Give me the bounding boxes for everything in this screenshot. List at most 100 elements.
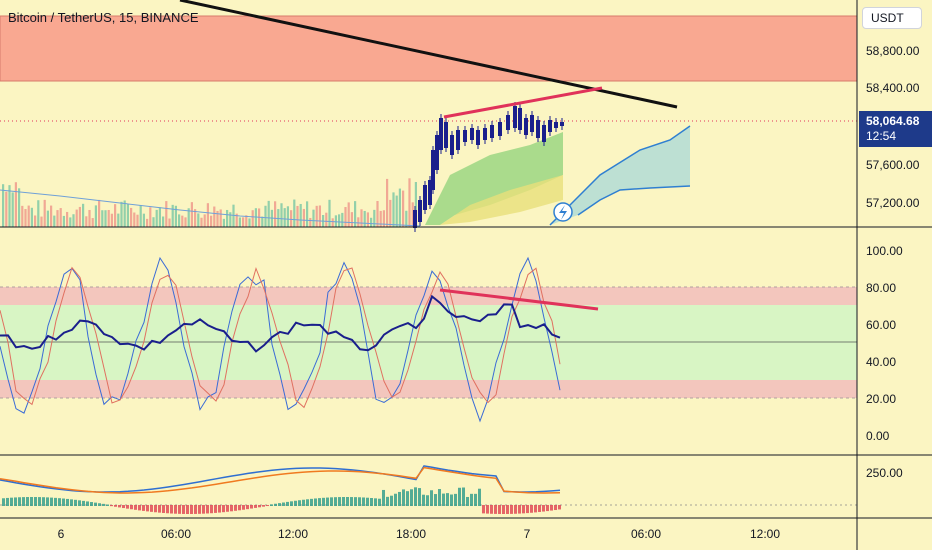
macd-histogram-bar bbox=[434, 494, 437, 506]
macd-histogram-bar bbox=[454, 493, 457, 506]
volume-bar bbox=[5, 191, 8, 227]
macd-histogram-bar bbox=[62, 498, 65, 506]
volume-bar bbox=[386, 178, 389, 227]
volume-bar bbox=[334, 215, 337, 227]
macd-label: 250.00 bbox=[866, 466, 903, 480]
macd-histogram-bar bbox=[130, 505, 133, 510]
volume-bar bbox=[194, 209, 197, 227]
volume-bar bbox=[139, 205, 142, 227]
projected-cloud bbox=[550, 126, 690, 225]
macd-histogram-bar bbox=[182, 505, 185, 514]
macd-histogram-bar bbox=[190, 505, 193, 514]
candle-body bbox=[530, 115, 534, 132]
macd-histogram-bar bbox=[90, 502, 93, 506]
macd-histogram-bar bbox=[478, 488, 481, 506]
macd-histogram-bar bbox=[350, 497, 353, 506]
macd-histogram-bar bbox=[426, 495, 429, 506]
volume-bar bbox=[245, 215, 248, 227]
macd-histogram-bar bbox=[306, 499, 309, 506]
volume-bar bbox=[190, 202, 193, 227]
macd-histogram-bar bbox=[374, 498, 377, 506]
macd-histogram-bar bbox=[486, 505, 489, 514]
macd-histogram-bar bbox=[202, 505, 205, 514]
volume-bar bbox=[50, 205, 53, 227]
volume-bar bbox=[264, 205, 267, 227]
macd-histogram-bar bbox=[438, 489, 441, 506]
macd-histogram-bar bbox=[310, 498, 313, 506]
currency-button[interactable]: USDT bbox=[862, 7, 922, 29]
macd-histogram-bar bbox=[358, 497, 361, 506]
macd-histogram-bar bbox=[270, 504, 273, 506]
volume-bar bbox=[251, 210, 254, 227]
volume-bar bbox=[318, 205, 321, 227]
macd-histogram-bar bbox=[34, 497, 37, 506]
macd-histogram-bar bbox=[110, 505, 113, 507]
volume-bar bbox=[123, 200, 126, 227]
macd-histogram-bar bbox=[330, 497, 333, 506]
macd-histogram-bar bbox=[250, 505, 253, 509]
supply-zone bbox=[0, 15, 858, 82]
volume-bar bbox=[126, 204, 129, 227]
macd-histogram-bar bbox=[414, 487, 417, 506]
candle-body bbox=[536, 120, 540, 138]
macd-histogram-bar bbox=[26, 497, 29, 506]
candle-body bbox=[554, 122, 558, 128]
stoch-k-line bbox=[0, 256, 561, 423]
price-label: 57,200.00 bbox=[866, 196, 920, 210]
volume-bar bbox=[168, 218, 171, 227]
signal-line bbox=[0, 466, 561, 494]
macd-histogram-bar bbox=[126, 505, 129, 509]
macd-histogram-bar bbox=[506, 505, 509, 514]
macd-histogram-bar bbox=[146, 505, 149, 512]
macd-histogram-bar bbox=[210, 505, 213, 514]
volume-bar bbox=[261, 216, 264, 227]
macd-histogram-bar bbox=[342, 497, 345, 506]
macd-histogram-bar bbox=[246, 505, 249, 510]
oscillator-pane[interactable] bbox=[0, 256, 857, 423]
macd-pane[interactable] bbox=[0, 465, 857, 514]
macd-histogram-bar bbox=[2, 498, 5, 506]
volume-bar bbox=[142, 213, 145, 227]
macd-histogram-bar bbox=[546, 505, 549, 512]
volume-bar bbox=[286, 206, 289, 227]
volume-bar bbox=[78, 206, 81, 227]
volume-bar bbox=[222, 218, 225, 227]
macd-histogram-bar bbox=[230, 505, 233, 512]
macd-histogram-bar bbox=[498, 505, 501, 514]
candle-body bbox=[490, 125, 494, 138]
volume-bar bbox=[158, 207, 161, 227]
symbol-title[interactable]: Bitcoin / TetherUS, 15, BINANCE bbox=[8, 10, 199, 25]
price-pane[interactable] bbox=[0, 0, 858, 232]
macd-histogram-bar bbox=[226, 505, 229, 512]
volume-bar bbox=[414, 182, 417, 227]
macd-histogram-bar bbox=[162, 505, 165, 513]
macd-histogram-bar bbox=[462, 487, 465, 506]
macd-histogram-bar bbox=[114, 505, 117, 507]
macd-histogram-bar bbox=[410, 489, 413, 506]
time-label: 6 bbox=[57, 527, 65, 541]
candle-body bbox=[498, 122, 502, 136]
candle-body bbox=[413, 210, 417, 228]
macd-histogram-bar bbox=[334, 497, 337, 506]
volume-bar bbox=[235, 213, 238, 227]
candle-body bbox=[470, 128, 474, 140]
volume-bar bbox=[40, 216, 43, 227]
macd-histogram-bar bbox=[390, 495, 393, 506]
time-label: 06:00 bbox=[160, 527, 192, 541]
macd-histogram-bar bbox=[254, 505, 257, 508]
osc-label: 20.00 bbox=[866, 392, 897, 406]
candle-body bbox=[463, 130, 467, 142]
macd-histogram-bar bbox=[174, 505, 177, 514]
volume-bar bbox=[344, 207, 347, 227]
volume-bar bbox=[312, 209, 315, 227]
volume-bar bbox=[197, 213, 200, 227]
volume-bar bbox=[408, 178, 411, 227]
volume-bar bbox=[114, 204, 117, 227]
volume-bar bbox=[94, 205, 97, 227]
candle-body bbox=[476, 130, 480, 145]
volume-bar bbox=[85, 216, 88, 227]
volume-bar bbox=[24, 209, 27, 227]
volume-bar bbox=[21, 205, 24, 227]
